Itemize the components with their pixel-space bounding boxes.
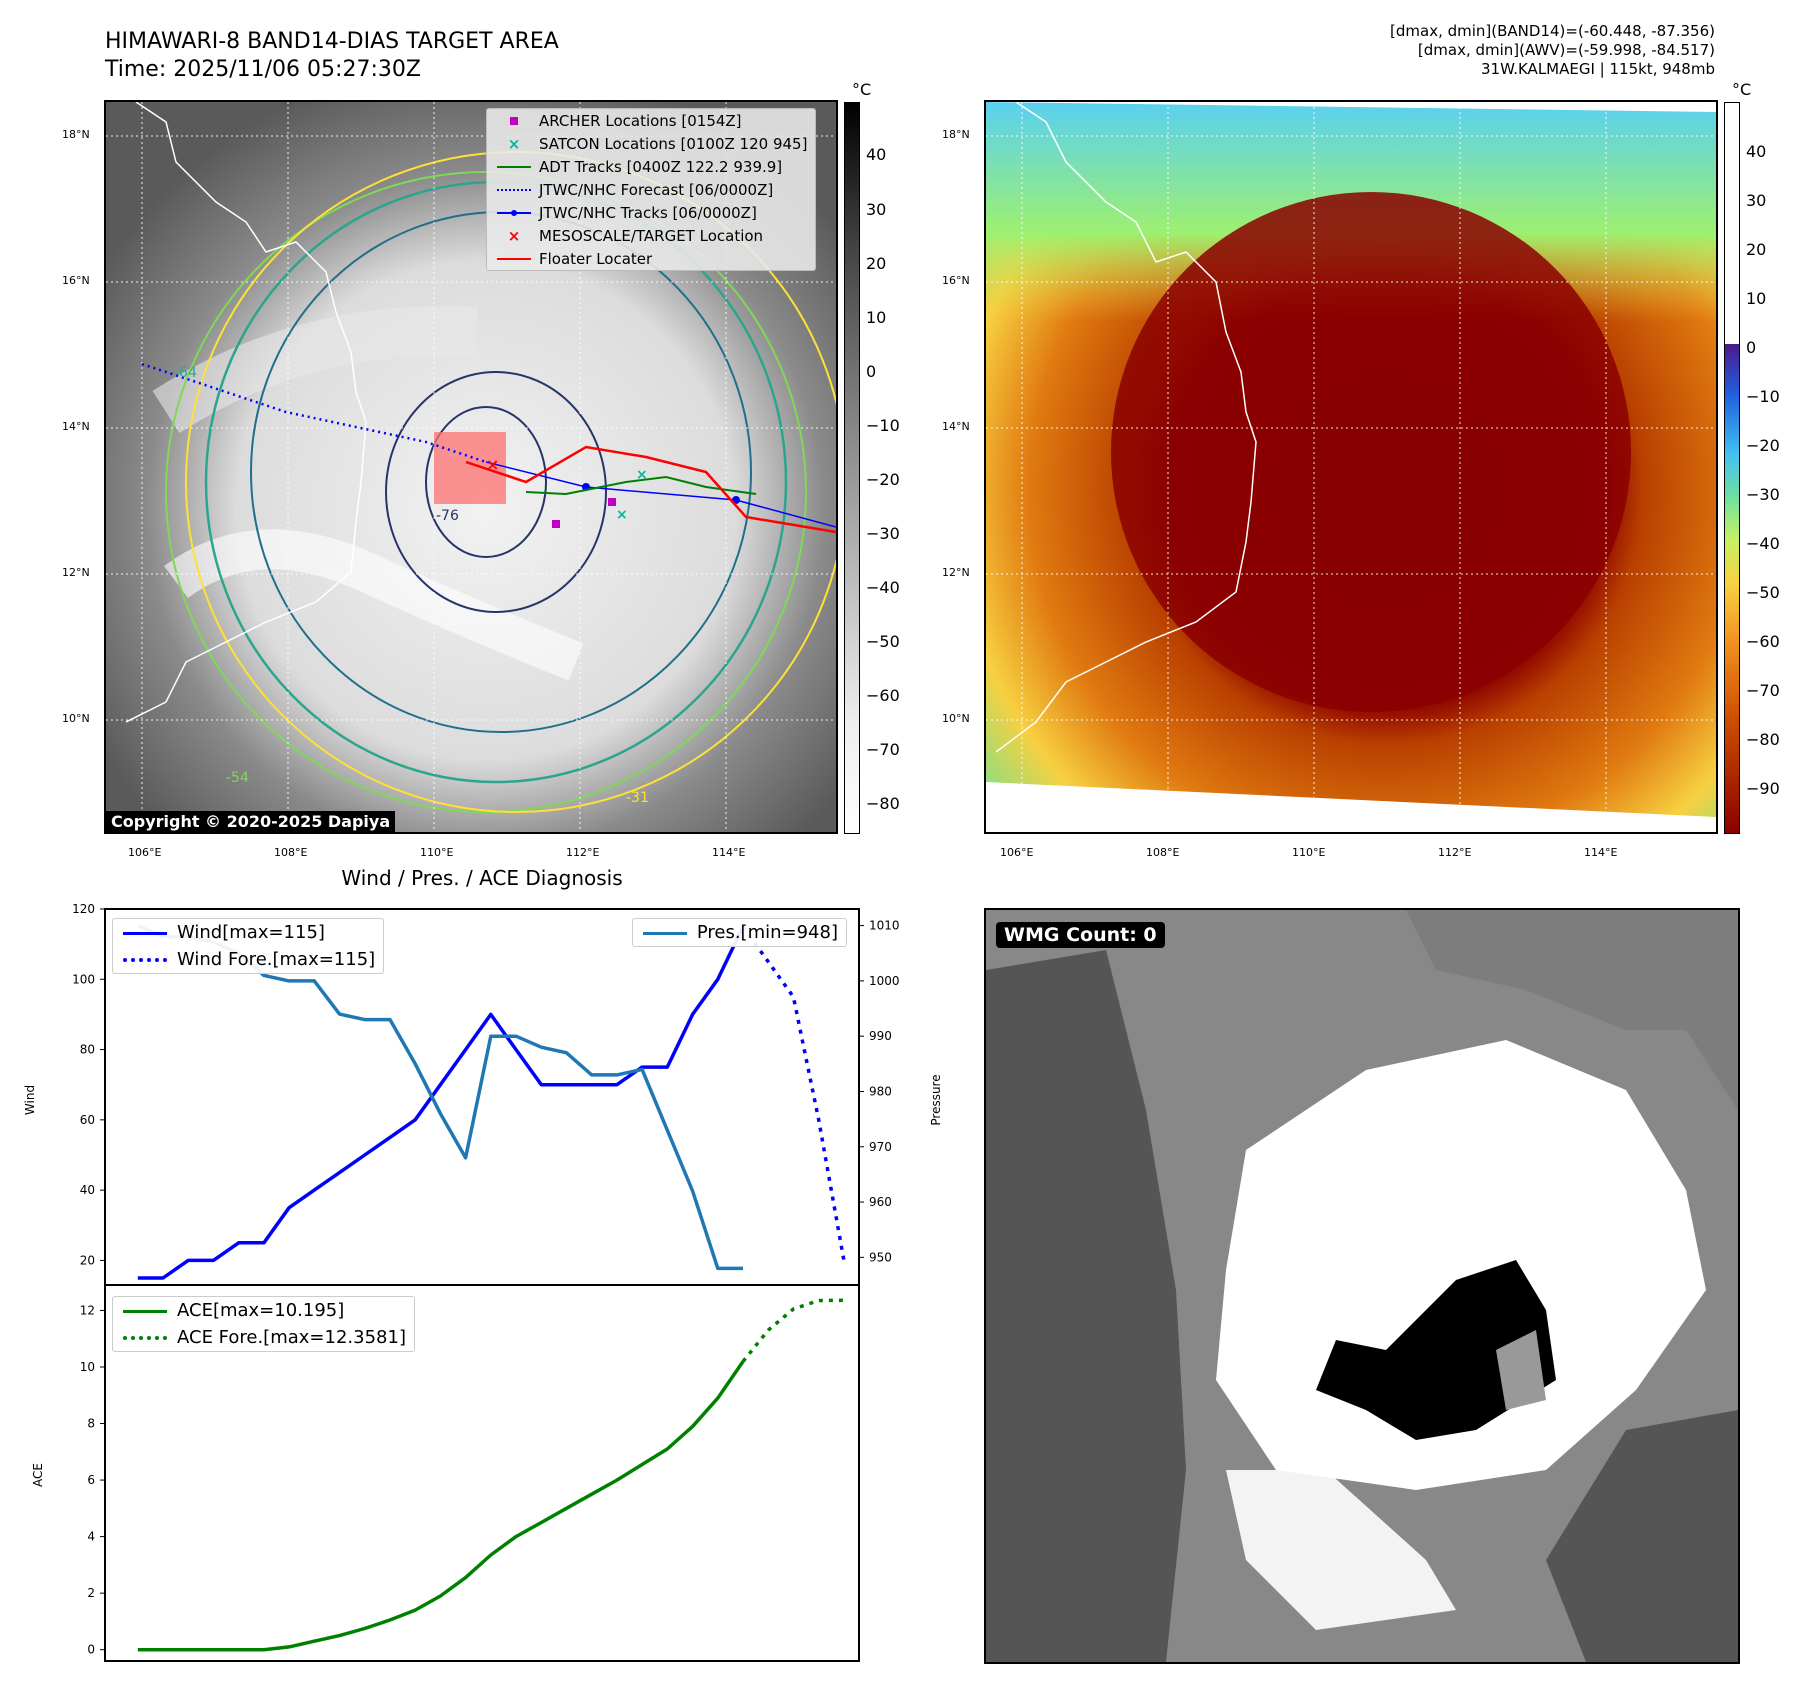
ir-legend: ARCHER Locations [0154Z] × SATCON Locati… <box>486 108 817 271</box>
legend-archer: ARCHER Locations [0154Z] <box>487 109 815 132</box>
wmg-image <box>986 910 1738 1662</box>
ace-legend: ACE[max=10.195] ACE Fore.[max=12.3581] <box>112 1296 415 1352</box>
wmg-count-badge: WMG Count: 0 <box>996 922 1165 948</box>
y-right-tick-label: 990 <box>869 1029 892 1043</box>
y-tick-label: 20 <box>80 1253 95 1267</box>
awv-colorbar-unit: °C <box>1732 80 1752 99</box>
pressure-legend: Pres.[min=948] <box>631 918 847 947</box>
legend-ace-fore: ACE Fore.[max=12.3581] <box>113 1324 414 1351</box>
legend-adt: ADT Tracks [0400Z 122.2 939.9] <box>487 155 815 178</box>
ace-axes-frame <box>104 1284 860 1662</box>
ir-colorbar <box>844 102 860 834</box>
y-tick-label: 12 <box>80 1303 95 1317</box>
y-tick-label: 6 <box>87 1473 95 1487</box>
legend-wind-fore: Wind Fore.[max=115] <box>113 946 383 973</box>
series-line-ace-fore <box>741 1298 844 1363</box>
y-tick-label: 60 <box>80 1113 95 1127</box>
figure-title: HIMAWARI-8 BAND14-DIAS TARGET AREA Time:… <box>105 28 559 84</box>
y-tick-label: 2 <box>87 1586 95 1600</box>
wind-axis-label: Wind <box>23 1085 37 1115</box>
info-line-3: 31W.KALMAEGI | 115kt, 948mb <box>1481 60 1715 78</box>
awv-colorbar <box>1724 102 1740 834</box>
diagnosis-title: Wind / Pres. / ACE Diagnosis <box>341 866 623 890</box>
contour-label: -76 <box>436 508 459 524</box>
y-tick-label: 8 <box>87 1417 95 1431</box>
info-line-1: [dmax, dmin](BAND14)=(-60.448, -87.356) <box>1390 22 1715 40</box>
contour-label: -64 <box>174 365 197 381</box>
copyright-badge: Copyright © 2020-2025 Dapiya <box>106 811 396 832</box>
series-line-wind <box>137 925 745 1280</box>
y-right-tick-label: 1010 <box>869 919 900 933</box>
y-right-tick-label: 1000 <box>869 974 900 988</box>
y-tick-label: 4 <box>87 1530 95 1544</box>
svg-text:×: × <box>616 507 628 523</box>
y-tick-label: 0 <box>87 1643 95 1657</box>
legend-mesoscale: × MESOSCALE/TARGET Location <box>507 226 764 245</box>
legend-wind: Wind[max=115] <box>113 919 383 946</box>
y-tick-label: 10 <box>80 1360 95 1374</box>
y-right-tick-label: 960 <box>869 1195 892 1209</box>
ace-plot: 0 2 4 6 8 10 12 <box>80 1298 844 1657</box>
wmg-panel: WMG Count: 0 <box>984 908 1740 1664</box>
legend-floater: Floater Locater <box>487 247 815 270</box>
legend-pressure: Pres.[min=948] <box>633 919 846 946</box>
y-right-tick-label: 970 <box>869 1140 892 1154</box>
y-tick-label: 100 <box>72 972 95 986</box>
svg-text:×: × <box>486 455 499 474</box>
legend-jtwc-tracks: JTWC/NHC Tracks [06/0000Z] <box>487 201 815 224</box>
awv-map-image <box>986 102 1716 832</box>
svg-text:×: × <box>636 467 648 483</box>
contour-label: -54 <box>226 770 249 786</box>
pressure-axis-label: Pressure <box>929 1074 943 1125</box>
y-tick-label: 80 <box>80 1043 95 1057</box>
y-tick-label: 120 <box>72 902 95 916</box>
ace-axis-label: ACE <box>31 1463 45 1487</box>
ir-colorbar-unit: °C <box>852 80 872 99</box>
info-line-2: [dmax, dmin](AWV)=(-59.998, -84.517) <box>1417 41 1715 59</box>
ir-map-panel: × × × -64 -54 -31 -76 ARCHER Locations [… <box>104 100 838 834</box>
contour-label: -31 <box>626 790 649 806</box>
target-area-box <box>434 432 506 504</box>
diagnosis-chart: 20 40 60 80 100 120 950 960 970 980 990 1000 1010 0 2… <box>23 902 943 1662</box>
legend-ace: ACE[max=10.195] <box>113 1297 414 1324</box>
y-right-tick-label: 980 <box>869 1084 892 1098</box>
y-tick-label: 40 <box>80 1183 95 1197</box>
title-line-1: HIMAWARI-8 BAND14-DIAS TARGET AREA <box>105 29 559 54</box>
legend-jtwc-forecast: JTWC/NHC Forecast [06/0000Z] <box>487 178 815 201</box>
storm-info: [dmax, dmin](BAND14)=(-60.448, -87.356) … <box>1390 22 1715 79</box>
y-right-tick-label: 950 <box>869 1250 892 1264</box>
awv-map-panel <box>984 100 1718 834</box>
wind-legend: Wind[max=115] Wind Fore.[max=115] <box>112 918 385 974</box>
series-line-wind-fore <box>741 925 846 1261</box>
series-line-pres <box>137 923 743 1271</box>
title-line-2: Time: 2025/11/06 05:27:30Z <box>105 57 421 82</box>
series-line-ace <box>137 1360 745 1652</box>
legend-satcon: × SATCON Locations [0100Z 120 945] <box>507 134 808 153</box>
